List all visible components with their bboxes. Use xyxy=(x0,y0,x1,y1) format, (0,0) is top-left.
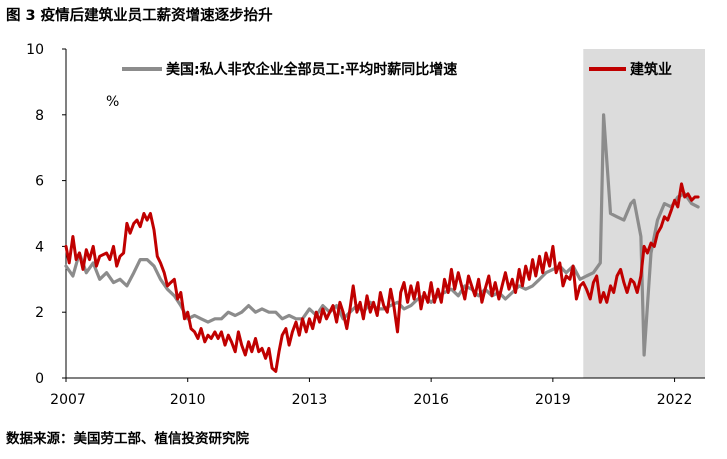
y-tick-label: 4 xyxy=(35,239,44,255)
y-tick-label: 2 xyxy=(35,305,44,321)
y-tick-label: 6 xyxy=(35,174,44,190)
data-source-note: 数据来源：美国劳工部、植信投资研究院 xyxy=(6,431,249,447)
legend-label: 建筑业 xyxy=(630,61,672,78)
figure-title: 图 3 疫情后建筑业员工薪资增速逐步抬升 xyxy=(6,8,273,24)
x-tick-label: 2007 xyxy=(50,392,86,408)
x-tick-label: 2016 xyxy=(413,392,449,408)
y-unit-label: % xyxy=(106,94,119,110)
y-tick-label: 8 xyxy=(35,108,44,124)
legend-label: 美国:私人非农企业全部员工:平均时薪同比增速 xyxy=(166,61,457,78)
y-tick-label: 10 xyxy=(26,42,44,58)
x-tick-label: 2013 xyxy=(292,392,328,408)
x-tick-label: 2019 xyxy=(535,392,571,408)
y-tick-label: 0 xyxy=(35,371,44,387)
x-tick-label: 2010 xyxy=(170,392,206,408)
series-line-construction xyxy=(64,182,700,373)
x-tick-label: 2022 xyxy=(657,392,693,408)
